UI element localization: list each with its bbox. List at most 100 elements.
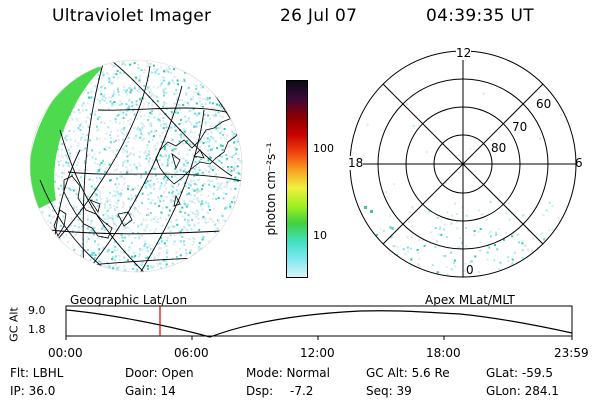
emission-pixel [548,229,551,232]
emission-pixel [62,215,65,218]
emission-pixel [142,218,145,221]
emission-pixel [85,235,88,238]
emission-pixel [138,205,141,208]
emission-pixel [57,187,60,190]
emission-pixel [184,71,187,74]
emission-pixel [134,194,137,197]
emission-pixel [141,139,144,142]
emission-pixel [79,149,82,152]
emission-pixel [142,71,145,74]
emission-pixel [76,161,79,164]
emission-pixel [73,111,76,114]
emission-pixel [90,206,93,209]
emission-pixel [114,92,117,95]
emission-pixel [150,192,153,194]
emission-pixel [96,98,99,101]
emission-pixel [141,192,144,195]
emission-pixel [231,154,234,157]
emission-pixel [145,76,148,79]
emission-pixel [209,157,212,160]
emission-pixel [124,134,127,137]
emission-pixel [143,137,146,140]
emission-pixel [102,73,105,76]
emission-pixel [73,219,76,222]
emission-pixel [112,90,115,93]
emission-pixel [216,227,219,230]
emission-pixel [194,112,196,115]
emission-pixel [78,111,81,114]
emission-pixel [93,110,96,113]
emission-pixel [408,211,411,214]
emission-pixel [366,123,369,126]
emission-pixel [446,211,449,214]
emission-pixel [220,213,223,216]
emission-pixel [222,197,225,200]
emission-pixel [187,149,190,152]
emission-pixel [437,233,440,236]
emission-pixel [98,252,100,255]
emission-pixel [171,138,174,141]
emission-pixel [166,177,169,180]
emission-pixel [119,250,122,253]
emission-pixel [179,210,182,213]
emission-pixel [97,243,100,246]
emission-pixel [195,188,198,191]
emission-pixel [124,160,127,163]
emission-pixel [174,125,176,128]
emission-pixel [176,79,179,82]
emission-pixel [201,235,203,238]
emission-pixel [231,133,234,136]
emission-pixel [141,202,143,205]
emission-pixel [157,217,160,220]
emission-pixel [90,219,93,222]
emission-pixel [126,171,128,174]
emission-pixel [176,259,179,262]
emission-pixel [95,125,98,128]
emission-pixel [117,266,120,269]
emission-pixel [137,210,139,213]
emission-pixel [95,176,98,179]
emission-pixel [508,202,511,205]
emission-pixel [174,208,177,211]
emission-pixel [96,88,99,91]
emission-pixel [217,186,219,188]
emission-pixel [153,64,155,67]
emission-pixel [98,248,101,251]
emission-pixel [64,137,67,139]
emission-pixel [163,101,165,104]
emission-pixel [154,202,157,205]
emission-pixel [439,226,442,228]
emission-pixel [131,188,134,191]
emission-pixel [139,128,141,131]
emission-pixel [98,215,101,218]
emission-pixel [211,220,214,223]
emission-pixel [122,61,125,64]
emission-pixel [79,208,82,211]
emission-pixel [201,200,204,203]
emission-pixel [82,102,85,105]
emission-pixel [235,171,238,174]
emission-pixel [392,245,395,248]
emission-pixel [172,196,175,199]
emission-pixel [186,172,189,175]
emission-pixel [196,187,199,190]
emission-pixel [143,228,146,231]
emission-pixel [171,139,174,142]
emission-pixel [65,187,68,190]
emission-pixel [74,104,77,107]
emission-pixel [77,108,80,111]
lat-label-70: 70 [512,120,528,134]
emission-pixel [94,157,97,160]
emission-pixel [151,104,154,106]
emission-pixel [147,102,150,105]
emission-pixel [128,99,131,102]
emission-pixel [122,140,125,143]
emission-pixel [168,191,170,194]
emission-pixel [136,167,138,170]
emission-pixel [129,123,131,126]
emission-pixel [147,115,150,118]
emission-pixel [168,209,171,212]
emission-pixel [163,124,166,126]
emission-pixel [166,175,169,177]
emission-pixel [211,136,214,139]
